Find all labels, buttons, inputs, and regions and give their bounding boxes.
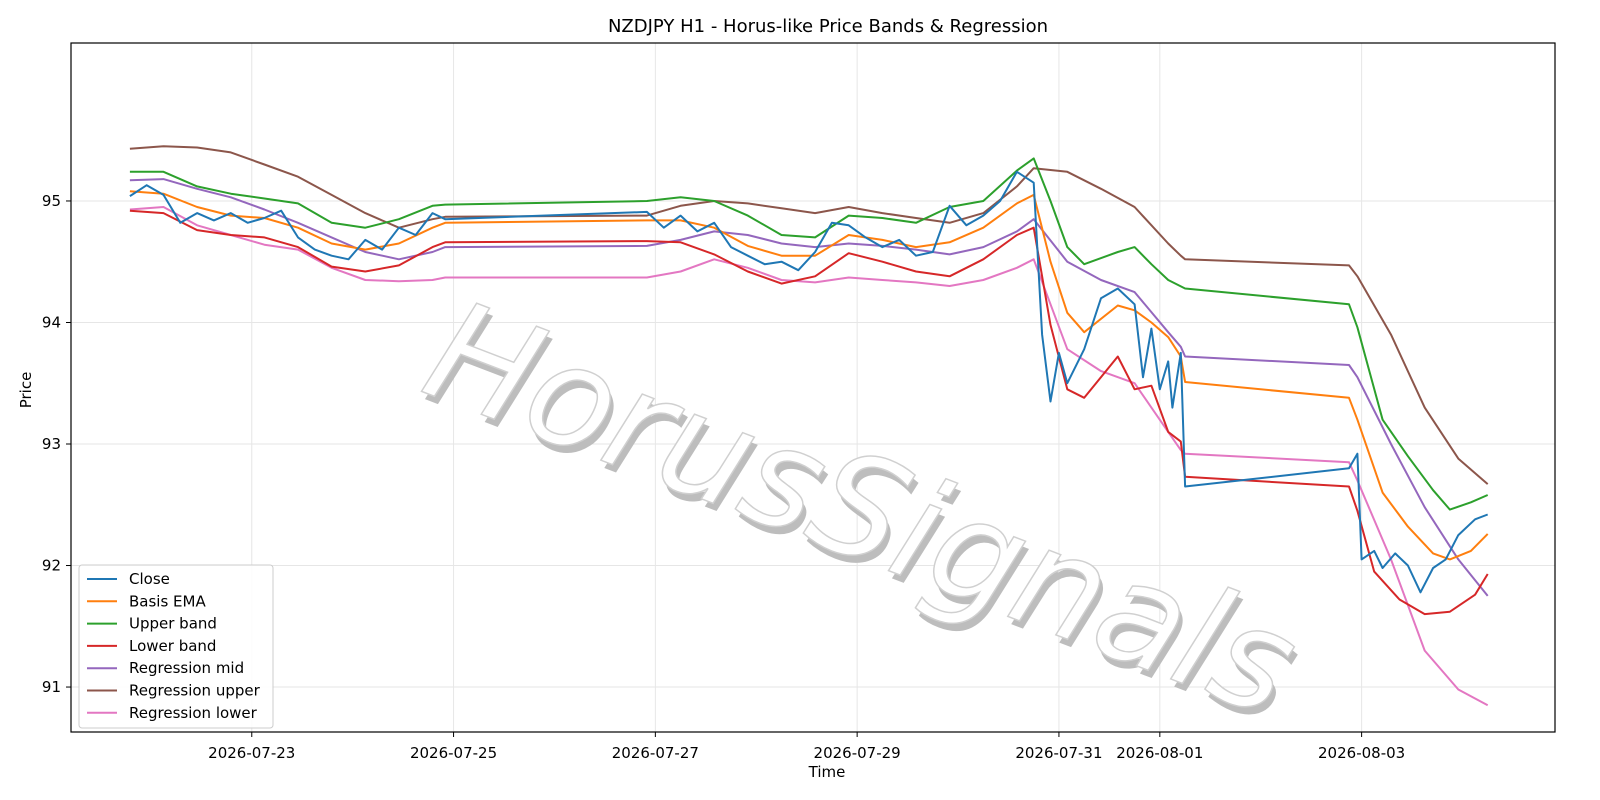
x-tick-label: 2026-07-31 <box>1015 744 1102 762</box>
series-layer <box>129 145 1489 707</box>
y-tick-label: 91 <box>42 678 61 696</box>
chart-title: NZDJPY H1 - Horus-like Price Bands & Reg… <box>608 16 1048 37</box>
legend-label-upper-band: Upper band <box>129 615 217 633</box>
series-line-regression-lower <box>129 206 1489 707</box>
x-tick-label: 2026-08-03 <box>1318 744 1405 762</box>
legend-label-regression-mid: Regression mid <box>129 659 244 677</box>
legend: Close Basis EMA Upper band Lower band Regres… <box>78 564 274 729</box>
grid <box>71 43 1555 732</box>
x-tick-label: 2026-08-01 <box>1116 744 1203 762</box>
series-line-regression-mid <box>129 178 1489 597</box>
x-tick-label: 2026-07-23 <box>208 744 295 762</box>
x-tick-label: 2026-07-27 <box>612 744 699 762</box>
legend-label-close: Close <box>129 570 170 588</box>
y-tick-label: 92 <box>42 557 61 575</box>
legend-label-regression-lower: Regression lower <box>129 704 258 722</box>
legend-label-basis-ema: Basis EMA <box>129 592 206 610</box>
legend-label-lower-band: Lower band <box>129 637 216 655</box>
series-line-regression-upper <box>129 145 1489 485</box>
x-axis-label: Time <box>808 763 846 781</box>
x-tick-label: 2026-07-29 <box>814 744 901 762</box>
x-tick-label: 2026-07-25 <box>410 744 497 762</box>
y-tick-label: 93 <box>42 435 61 453</box>
y-axis-label: Price <box>17 372 35 409</box>
series-line-basis-ema <box>129 190 1489 561</box>
legend-box <box>78 564 274 729</box>
series-line-upper-band <box>129 157 1489 511</box>
series-line-lower-band <box>129 209 1489 616</box>
y-tick-label: 95 <box>42 192 61 210</box>
ticks: 2026-07-23 2026-07-25 2026-07-27 2026-07-29… <box>42 192 1405 762</box>
plot-frame <box>70 42 1556 733</box>
series-line-close <box>129 170 1489 594</box>
y-tick-label: 94 <box>42 313 61 331</box>
legend-label-regression-upper: Regression upper <box>129 682 261 700</box>
